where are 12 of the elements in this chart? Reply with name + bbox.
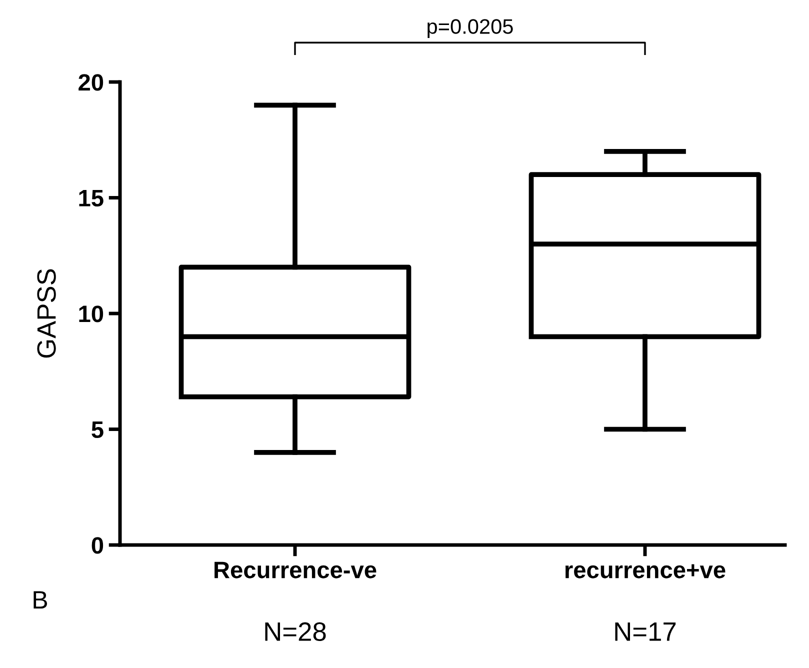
text: p=0.0205: [428, 19, 513, 38]
y-axis-title: GAPSS: [37, 269, 56, 358]
text: N=17: [615, 622, 676, 641]
x-tick-label: Recurrence-ve: [214, 562, 376, 578]
text: N=28: [265, 622, 326, 641]
y-tick-label: 10: [79, 306, 104, 322]
y-tick-label: 0: [92, 537, 104, 554]
text: B: [34, 591, 48, 608]
x-tick-label: recurrence+ve: [566, 564, 726, 578]
y-tick-label: 15: [79, 190, 104, 207]
y-tick-label: 5: [92, 422, 104, 438]
y-tick-label: 20: [78, 74, 104, 91]
